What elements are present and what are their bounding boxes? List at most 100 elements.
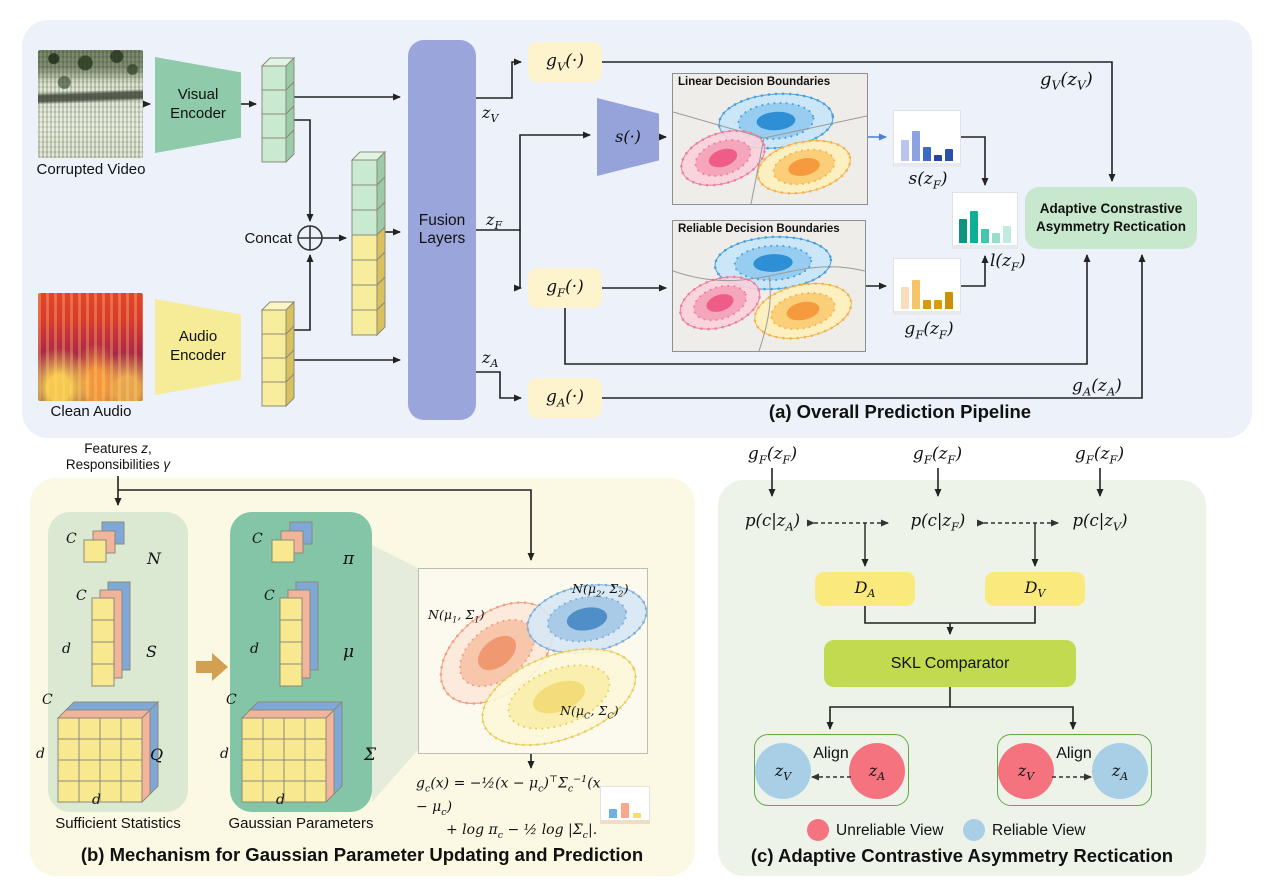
concat-label: Concat bbox=[244, 230, 292, 247]
z-v-label: zV bbox=[482, 103, 499, 126]
features-responsibilities-label: Features z, Responsibilities γ bbox=[65, 441, 171, 472]
reliable-decision-plot: Reliable Decision Boundaries bbox=[672, 220, 866, 352]
clean-audio-image bbox=[38, 293, 143, 401]
tensor-d-label: d bbox=[220, 746, 229, 762]
align-box-left bbox=[754, 734, 909, 806]
z-a-circle-label: zA bbox=[1111, 761, 1129, 784]
tensor-d-label: d bbox=[92, 792, 101, 808]
d-v-box: DV bbox=[985, 572, 1085, 606]
tensor-c-label: C bbox=[76, 588, 87, 604]
visual-encoder-label: Visual Encoder bbox=[170, 86, 226, 122]
bar bbox=[970, 210, 978, 243]
bar bbox=[912, 279, 920, 309]
skl-comparator-label: SKL Comparator bbox=[890, 654, 1010, 672]
corrupted-video-image bbox=[38, 50, 143, 158]
g-v-label: gV(·) bbox=[546, 50, 584, 74]
gf-zf-input-1: gF(zF) bbox=[747, 444, 798, 467]
gf-zf-input-2: gF(zF) bbox=[912, 444, 963, 467]
tensor-q-label: Q bbox=[150, 745, 164, 764]
visual-encoder-block: Visual Encoder bbox=[155, 57, 241, 153]
gaussian-mixture-plot bbox=[418, 568, 648, 754]
linear-plot-title: Linear Decision Boundaries bbox=[678, 76, 831, 88]
tensor-d-label: d bbox=[250, 641, 259, 657]
clean-audio-label: Clean Audio bbox=[50, 403, 132, 420]
z-v-circle-label: zV bbox=[774, 761, 792, 784]
bar bbox=[945, 149, 953, 161]
gaussian-nc-label: N(μC, ΣC) bbox=[560, 703, 619, 722]
skl-comparator-box: SKL Comparator bbox=[824, 640, 1076, 687]
s-zf-chart-label: s(zF) bbox=[908, 169, 948, 192]
tensor-d-label: d bbox=[62, 641, 71, 657]
align-label-left: Align bbox=[813, 745, 849, 762]
bar bbox=[901, 140, 909, 161]
l-zf-chart bbox=[952, 192, 1018, 249]
d-a-label: DA bbox=[854, 577, 876, 601]
bar bbox=[945, 292, 953, 309]
g-f-box: gF(·) bbox=[528, 268, 602, 308]
g-f-label: gF(·) bbox=[546, 276, 584, 300]
fusion-layers-label: Fusion Layers bbox=[418, 212, 466, 247]
tensor-c-label: C bbox=[226, 692, 237, 708]
bar bbox=[609, 808, 617, 818]
tensor-c-label: C bbox=[66, 531, 77, 547]
tensor-mu-label: μ bbox=[343, 642, 355, 662]
g-a-label: gA(·) bbox=[546, 386, 584, 410]
s-fn-label: s(·) bbox=[615, 127, 641, 146]
panel-b-title: (b) Mechanism for Gaussian Parameter Upd… bbox=[80, 844, 644, 865]
bar bbox=[992, 232, 1000, 243]
z-a-label: zA bbox=[482, 348, 499, 371]
adaptive-rectication-label: Adaptive Constrastive Asymmetry Recticati… bbox=[1035, 200, 1187, 234]
gaussian-plot-canvas bbox=[439, 583, 647, 747]
bar bbox=[923, 299, 931, 309]
bar bbox=[621, 802, 629, 818]
gaussian-score-formula: gc(x) = −½(x − μc)⊤Σc−1(x − μc) + log πc… bbox=[416, 773, 616, 843]
bar bbox=[1003, 225, 1011, 243]
tensor-d-label: d bbox=[36, 746, 45, 762]
bar bbox=[912, 130, 920, 161]
corrupted-video-label: Corrupted Video bbox=[36, 161, 146, 178]
d-a-box: DA bbox=[815, 572, 915, 606]
l-zf-chart-label: l(zF) bbox=[990, 251, 1026, 274]
g-v-box: gV(·) bbox=[528, 42, 602, 82]
sufficient-statistics-box bbox=[48, 512, 188, 812]
tensor-c-label: C bbox=[264, 588, 275, 604]
panel-c-title: (c) Adaptive Contrastive Asymmetry Recti… bbox=[750, 845, 1174, 866]
fusion-layers-block: Fusion Layers bbox=[408, 40, 476, 420]
gf-zf-input-3: gF(zF) bbox=[1074, 444, 1125, 467]
p-c-zv-label: p(c|zV) bbox=[1072, 511, 1128, 534]
adaptive-rectication-box: Adaptive Constrastive Asymmetry Recticati… bbox=[1025, 187, 1197, 249]
linear-decision-plot: Linear Decision Boundaries bbox=[672, 73, 868, 205]
tensor-n-label: N bbox=[147, 549, 161, 568]
legend-reliable-label: Reliable View bbox=[992, 822, 1086, 839]
tensor-c-label: C bbox=[42, 692, 53, 708]
gf-zf-chart-label: gF(zF) bbox=[904, 319, 954, 342]
d-v-label: DV bbox=[1024, 577, 1046, 601]
panel-a-title: (a) Overall Prediction Pipeline bbox=[768, 401, 1032, 422]
gv-zv-label: gV(zV) bbox=[1040, 69, 1093, 93]
audio-encoder-block: Audio Encoder bbox=[155, 299, 241, 395]
tensor-pi-label: π bbox=[343, 549, 355, 569]
sufficient-statistics-caption: Sufficient Statistics bbox=[55, 815, 181, 832]
legend-unreliable-label: Unreliable View bbox=[836, 822, 944, 839]
reliable-plot-title: Reliable Decision Boundaries bbox=[678, 223, 840, 235]
linear-plot-canvas bbox=[673, 92, 867, 204]
p-c-zf-label: p(c|zF) bbox=[910, 511, 966, 534]
bar bbox=[981, 229, 989, 243]
audio-encoder-label: Audio Encoder bbox=[170, 328, 226, 364]
bar bbox=[959, 219, 967, 243]
align-label-right: Align bbox=[1056, 745, 1092, 762]
formula-line-2: + log πc − ½ log |Σc|. bbox=[446, 821, 598, 841]
tensor-sigma-label: Σ bbox=[364, 745, 377, 765]
gaussian-n1-label: N(μ1, Σ1) bbox=[428, 607, 485, 626]
bar bbox=[633, 813, 641, 818]
bar bbox=[934, 154, 942, 161]
bar bbox=[934, 299, 942, 309]
reliable-plot-canvas bbox=[673, 235, 865, 351]
align-box-right bbox=[997, 734, 1152, 806]
formula-line-1: gc(x) = −½(x − μc)⊤Σc−1(x − μc) bbox=[416, 774, 601, 818]
s-zf-chart bbox=[893, 110, 961, 167]
p-c-za-label: p(c|zA) bbox=[744, 511, 801, 534]
tensor-c-label: C bbox=[252, 531, 263, 547]
z-a-circle-label: zA bbox=[868, 761, 886, 784]
g-a-box: gA(·) bbox=[528, 378, 602, 418]
